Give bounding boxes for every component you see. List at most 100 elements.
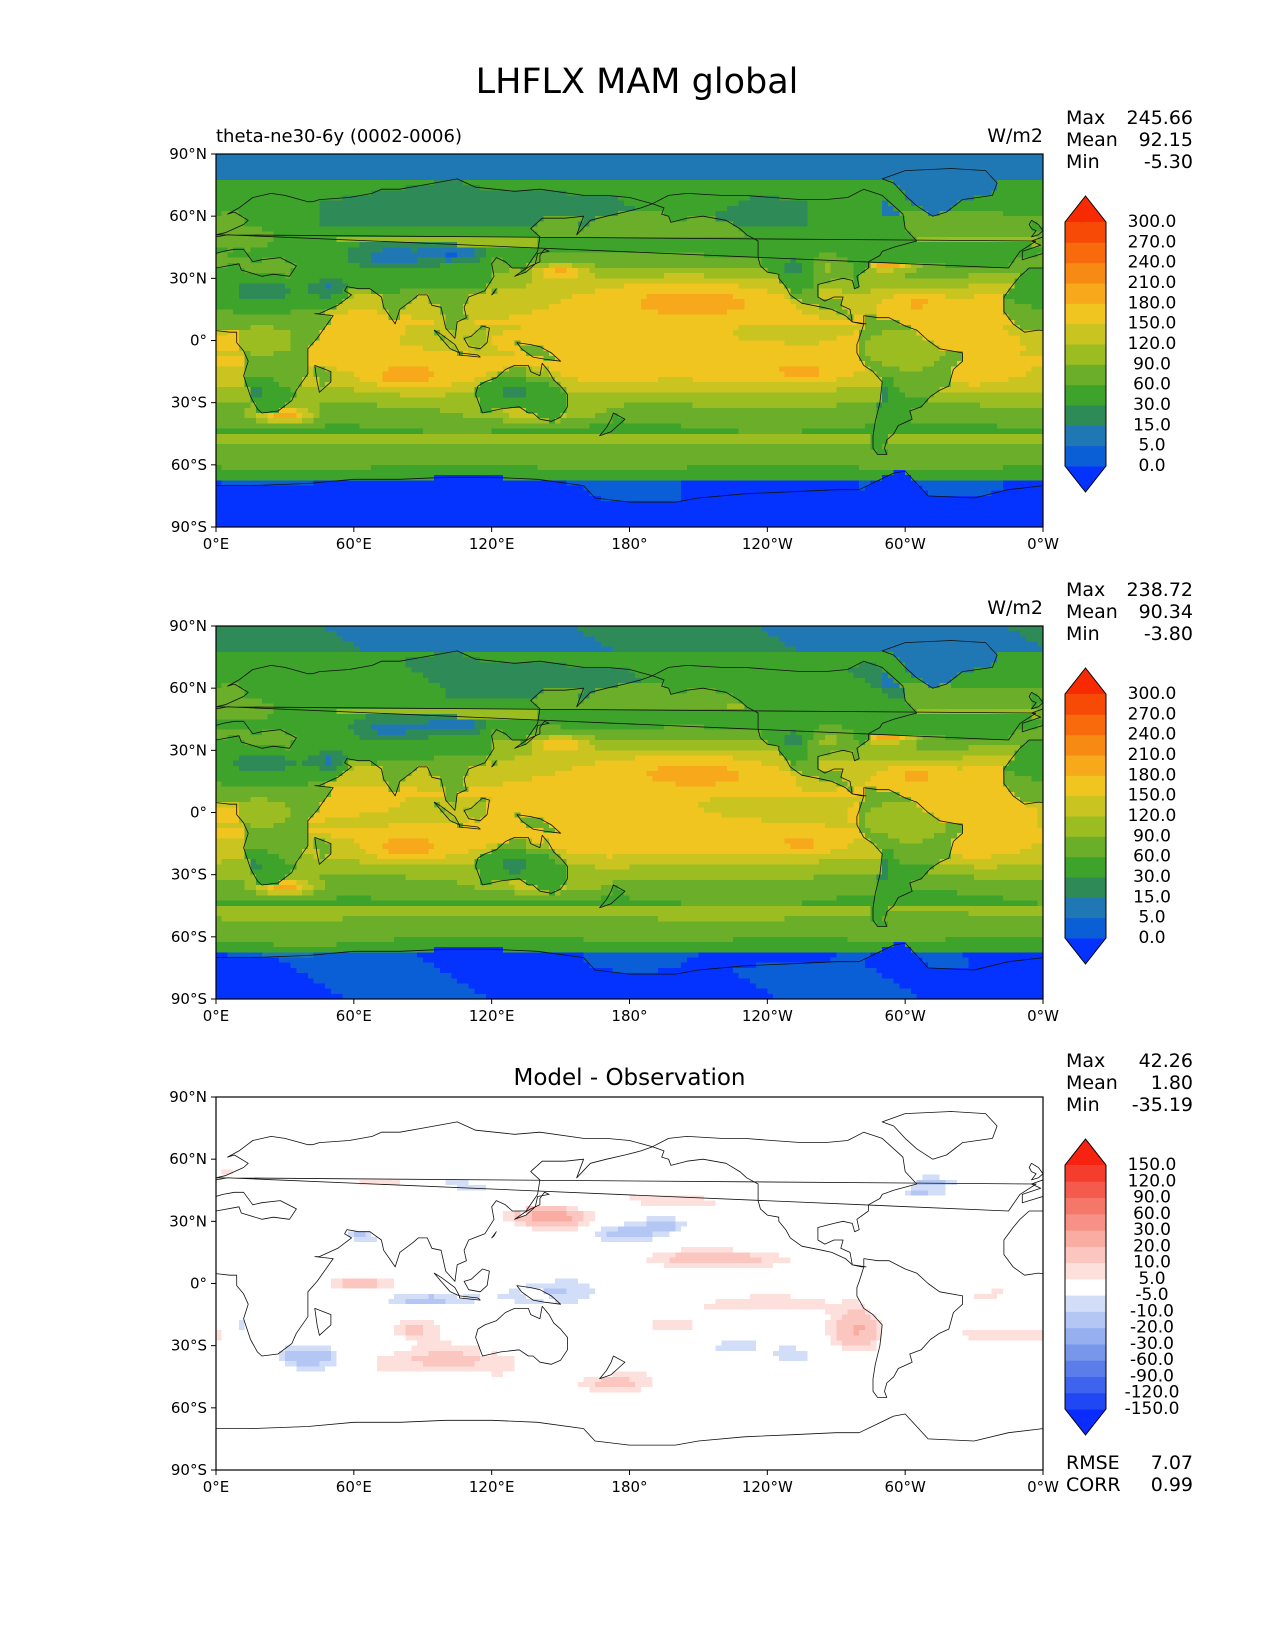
field-cell (1002, 247, 1010, 254)
field-cell (566, 283, 573, 290)
field-cell (750, 185, 757, 191)
field-cell (359, 231, 366, 238)
field-cell (1031, 195, 1038, 202)
field-cell (279, 319, 286, 326)
field-cell (738, 262, 745, 269)
field-cell (652, 231, 659, 238)
field-cell (348, 293, 355, 300)
field-cell (790, 283, 797, 290)
field-cell (526, 278, 533, 285)
field-cell (348, 226, 355, 233)
field-cell (928, 273, 935, 279)
field-cell (732, 174, 740, 181)
field-cell (1014, 288, 1021, 295)
field-cell (411, 278, 418, 285)
field-cell (675, 231, 682, 238)
field-cell (916, 185, 923, 191)
field-cell (273, 299, 280, 305)
field-cell (221, 164, 229, 171)
field-cell (411, 273, 418, 279)
field-cell (468, 205, 476, 212)
field-cell (451, 293, 458, 300)
field-cell (1020, 252, 1027, 259)
field-cell (1031, 159, 1038, 165)
field-cell (474, 190, 481, 197)
field-cell (560, 221, 567, 228)
field-cell (646, 330, 654, 336)
field-cell (428, 226, 435, 233)
field-cell (738, 247, 745, 254)
field-cell (623, 200, 631, 207)
field-cell (572, 185, 579, 191)
field-cell (514, 309, 521, 316)
field-cell (468, 299, 476, 305)
field-cell (715, 210, 722, 217)
field-cell (480, 304, 487, 311)
field-cell (434, 252, 441, 259)
field-cell (824, 293, 832, 300)
field-cell (359, 319, 366, 326)
field-cell (250, 179, 257, 186)
field-cell (675, 174, 682, 181)
field-cell (566, 185, 573, 191)
field-cell (439, 299, 447, 305)
field-cell (485, 262, 493, 269)
field-cell (606, 330, 613, 336)
field-cell (841, 200, 849, 207)
field-cell (474, 169, 481, 176)
field-cell (991, 179, 998, 186)
field-cell (216, 159, 223, 165)
field-cell (233, 190, 240, 197)
field-cell (956, 247, 964, 254)
field-cell (353, 324, 361, 331)
field-cell (342, 226, 349, 233)
field-cell (221, 314, 229, 321)
field-cell (859, 262, 866, 269)
field-cell (560, 319, 567, 326)
field-cell (583, 179, 590, 186)
field-cell (261, 226, 269, 233)
field-cell (451, 179, 458, 186)
field-cell (233, 262, 240, 269)
field-cell (635, 195, 642, 202)
field-cell (784, 283, 791, 290)
field-cell (348, 257, 355, 264)
field-cell (261, 195, 269, 202)
field-cell (216, 273, 223, 279)
field-cell (968, 221, 975, 228)
field-cell (417, 319, 424, 326)
field-cell (899, 169, 906, 176)
field-cell (933, 299, 941, 305)
field-cell (474, 267, 481, 274)
field-cell (658, 179, 665, 186)
field-cell (371, 247, 378, 254)
field-cell (922, 273, 929, 279)
field-cell (767, 288, 774, 295)
field-cell (910, 247, 918, 254)
field-cell (227, 205, 234, 212)
field-cell (979, 278, 987, 285)
field-cell (434, 231, 441, 238)
field-cell (554, 324, 562, 331)
field-cell (612, 283, 619, 290)
field-cell (371, 319, 378, 326)
field-cell (658, 174, 665, 181)
field-cell (549, 267, 556, 274)
field-cell (216, 262, 223, 269)
field-cell (784, 231, 791, 238)
field-cell (560, 273, 567, 279)
field-cell (250, 174, 257, 181)
field-cell (508, 330, 516, 336)
field-cell (968, 324, 975, 331)
field-cell (933, 216, 941, 222)
field-cell (468, 247, 476, 254)
field-cell (508, 262, 516, 269)
field-cell (589, 216, 596, 222)
field-cell (629, 288, 636, 295)
field-cell (382, 174, 389, 181)
field-cell (916, 288, 923, 295)
field-cell (279, 278, 286, 285)
field-cell (474, 262, 481, 269)
field-cell (612, 314, 619, 321)
field-cell (485, 273, 493, 279)
